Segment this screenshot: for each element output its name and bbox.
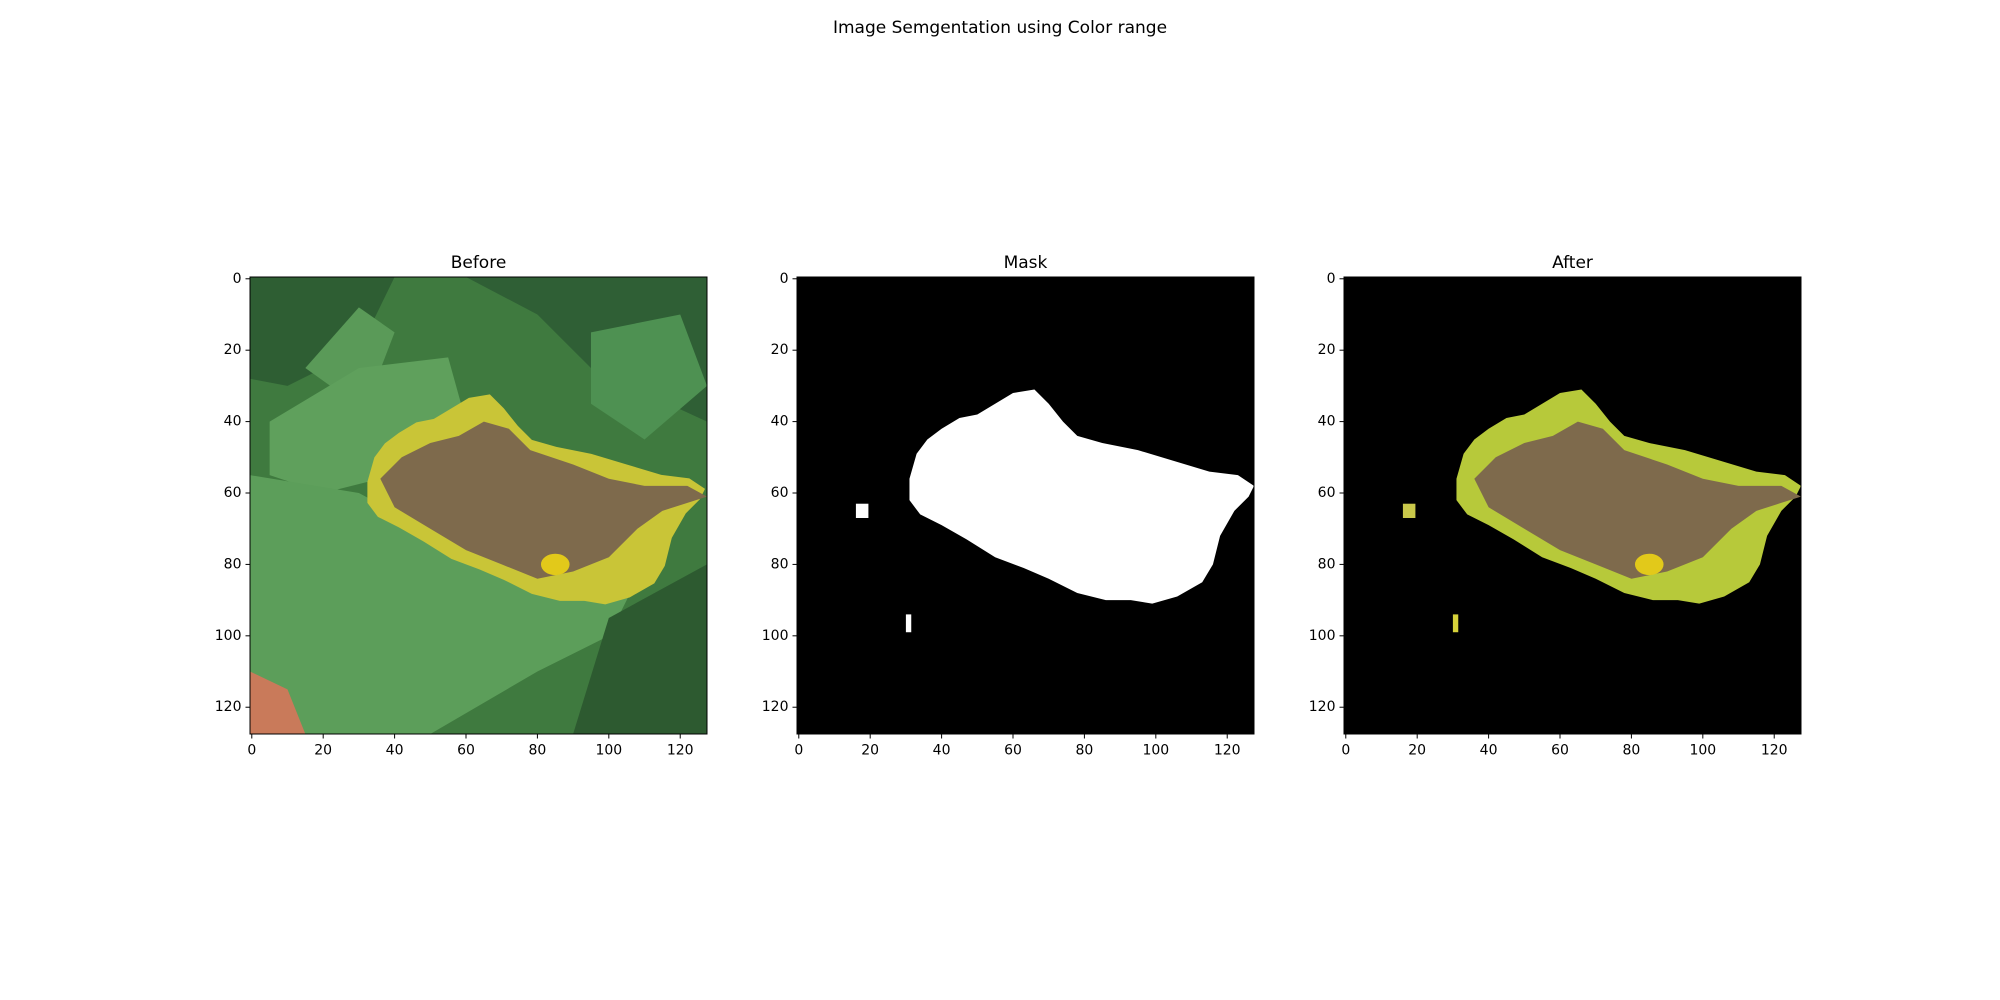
y-tick-label: 100: [762, 628, 789, 644]
y-tick-label: 120: [215, 699, 242, 715]
x-tick-label: 80: [528, 743, 546, 759]
x-tick-label: 20: [314, 743, 332, 759]
axes-frame: [249, 276, 708, 735]
axes-title: After: [1552, 253, 1593, 273]
axes-frame: [1343, 276, 1802, 735]
y-tick-label: 120: [1309, 699, 1336, 715]
y-tick-label: 20: [224, 342, 242, 358]
x-tick-label: 100: [1689, 743, 1716, 759]
image-after: [1344, 277, 1801, 734]
y-tick-label: 0: [233, 271, 242, 287]
x-tick-label: 100: [1142, 743, 1169, 759]
y-tick-label: 60: [771, 485, 789, 501]
y-tick-label: 120: [762, 699, 789, 715]
figure-title: Image Semgentation using Color range: [833, 18, 1167, 38]
y-tick-label: 40: [1318, 414, 1336, 430]
y-tick-label: 20: [1318, 342, 1336, 358]
x-tick-label: 60: [1551, 743, 1569, 759]
x-tick-label: 120: [667, 743, 694, 759]
y-tick-label: 60: [1318, 485, 1336, 501]
y-tick-label: 80: [224, 556, 242, 572]
x-tick-label: 80: [1622, 743, 1640, 759]
x-tick-label: 40: [386, 743, 404, 759]
x-tick-label: 40: [933, 743, 951, 759]
x-tick-label: 20: [1408, 743, 1426, 759]
x-tick-label: 0: [247, 743, 256, 759]
y-tick-label: 80: [771, 556, 789, 572]
x-tick-label: 0: [794, 743, 803, 759]
x-tick-label: 60: [457, 743, 475, 759]
x-tick-label: 0: [1341, 743, 1350, 759]
y-tick-label: 20: [771, 342, 789, 358]
x-tick-label: 20: [861, 743, 879, 759]
x-tick-label: 60: [1004, 743, 1022, 759]
y-tick-label: 80: [1318, 556, 1336, 572]
x-tick-label: 80: [1075, 743, 1093, 759]
image-mask: [797, 277, 1254, 734]
axes-title: Before: [451, 253, 507, 273]
x-tick-label: 40: [1480, 743, 1498, 759]
axes-title: Mask: [1004, 253, 1048, 273]
y-tick-label: 40: [771, 414, 789, 430]
image-before: [250, 277, 707, 734]
y-tick-label: 0: [780, 271, 789, 287]
y-tick-label: 0: [1327, 271, 1336, 287]
y-tick-label: 100: [215, 628, 242, 644]
axes-frame: [796, 276, 1255, 735]
x-tick-label: 120: [1761, 743, 1788, 759]
y-tick-label: 40: [224, 414, 242, 430]
x-tick-label: 120: [1214, 743, 1241, 759]
y-tick-label: 60: [224, 485, 242, 501]
y-tick-label: 100: [1309, 628, 1336, 644]
x-tick-label: 100: [595, 743, 622, 759]
